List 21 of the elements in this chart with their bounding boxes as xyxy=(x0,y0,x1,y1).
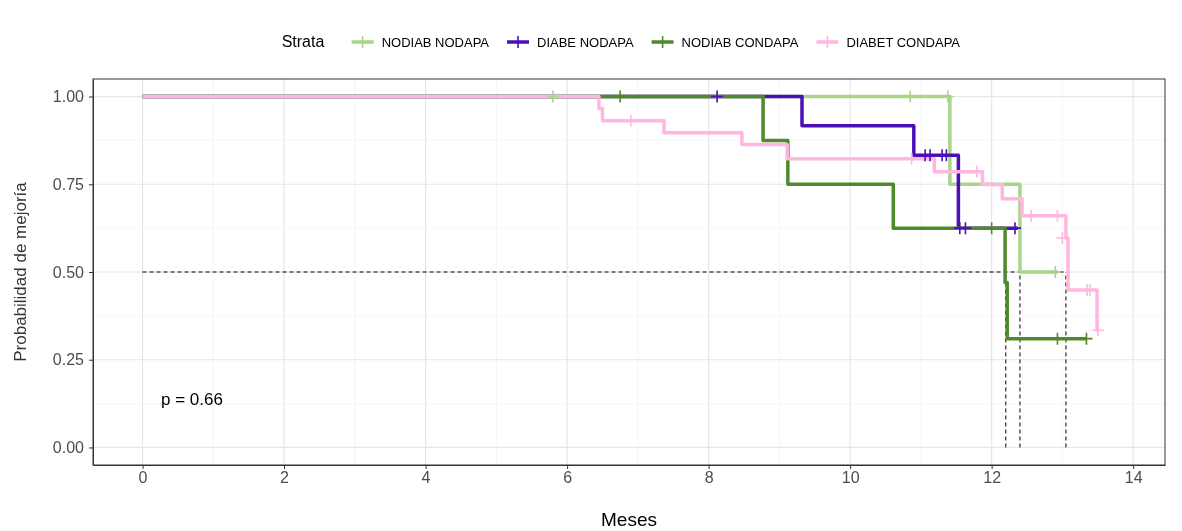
x-tick-label: 6 xyxy=(563,469,573,487)
y-tick-label: 0.50 xyxy=(52,263,85,281)
x-tick-label: 2 xyxy=(280,469,290,487)
legend-label: NODIAB NODAPA xyxy=(381,35,490,50)
x-tick-label: 4 xyxy=(421,469,431,487)
x-tick-label: 12 xyxy=(983,469,1002,487)
y-axis-title: Probabilidad de mejoría xyxy=(11,181,30,362)
legend-label: DIABE NODAPA xyxy=(537,35,634,50)
legend-title: Strata xyxy=(281,33,325,50)
legend-label: NODIAB CONDAPA xyxy=(681,35,799,50)
legend-label: DIABET CONDAPA xyxy=(846,35,961,50)
x-tick-label: 10 xyxy=(841,469,860,487)
x-axis-title: Meses xyxy=(601,509,657,530)
y-tick-label: 0.75 xyxy=(52,175,85,193)
y-tick-label: 0.25 xyxy=(52,351,85,369)
y-tick-label: 1.00 xyxy=(52,88,85,106)
x-tick-label: 8 xyxy=(704,469,714,487)
x-tick-label: 0 xyxy=(138,469,148,487)
annotation: p = 0.66 xyxy=(161,390,223,409)
x-tick-label: 14 xyxy=(1124,469,1143,487)
y-tick-label: 0.00 xyxy=(52,439,85,457)
